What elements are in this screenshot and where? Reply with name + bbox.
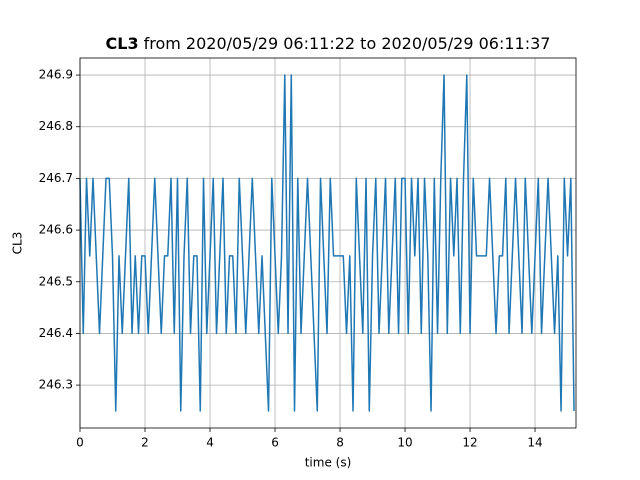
y-axis-label: CL3 bbox=[11, 232, 25, 255]
y-tick-label: 246.8 bbox=[39, 119, 73, 133]
y-tick-label: 246.7 bbox=[39, 171, 73, 185]
x-tick-label: 8 bbox=[336, 436, 344, 450]
x-tick-label: 4 bbox=[206, 436, 214, 450]
title-text: from 2020/05/29 06:11:22 to 2020/05/29 0… bbox=[144, 34, 551, 53]
y-tick-label: 246.3 bbox=[39, 378, 73, 392]
x-tick-label: 0 bbox=[76, 436, 84, 450]
data-line bbox=[79, 74, 575, 412]
plot-frame bbox=[79, 57, 577, 429]
x-axis-label: time (s) bbox=[305, 456, 352, 470]
x-tick-label: 6 bbox=[271, 436, 279, 450]
y-tick-label: 246.4 bbox=[39, 326, 73, 340]
y-tick-label: 246.6 bbox=[39, 223, 73, 237]
y-tick-label: 246.9 bbox=[39, 68, 73, 82]
x-tick-label: 2 bbox=[141, 436, 149, 450]
title-name: CL3 bbox=[106, 34, 139, 53]
x-tick-label: 12 bbox=[462, 436, 477, 450]
x-tick-label: 10 bbox=[397, 436, 412, 450]
y-tick-label: 246.5 bbox=[39, 274, 73, 288]
x-tick-label: 14 bbox=[527, 436, 542, 450]
chart-title: CL3 from 2020/05/29 06:11:22 to 2020/05/2… bbox=[106, 34, 551, 53]
